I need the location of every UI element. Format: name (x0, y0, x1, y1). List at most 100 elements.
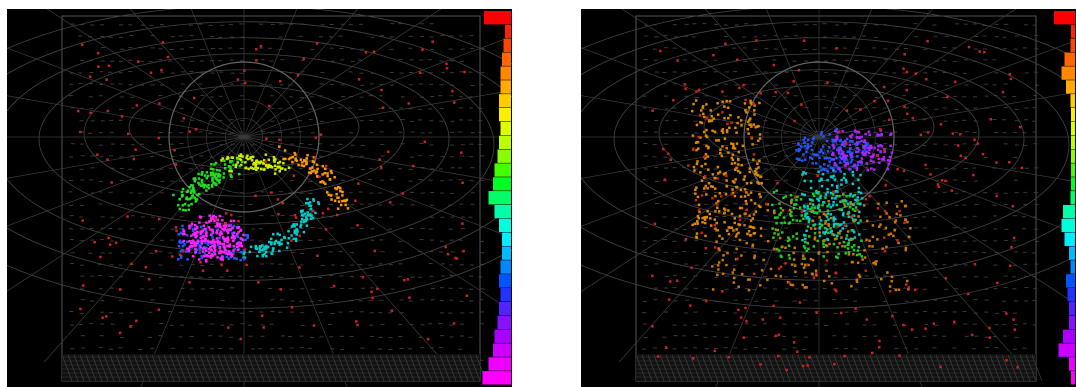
pmt-dot (812, 84, 817, 86)
hit (845, 158, 848, 161)
pmt-dot (230, 204, 235, 206)
pmt-dot (100, 60, 105, 62)
pmt-dot (953, 72, 958, 74)
hit (1001, 90, 1005, 94)
hit (293, 231, 296, 235)
hit (856, 196, 859, 199)
hit (307, 171, 311, 174)
pmt-dot (1022, 132, 1027, 134)
hit (700, 164, 704, 168)
hit (718, 151, 722, 155)
pmt-dot (983, 276, 988, 278)
hit (240, 250, 243, 254)
hit (812, 153, 815, 156)
pmt-dot (298, 300, 303, 302)
hit (194, 235, 198, 239)
pmt-dot (368, 179, 373, 181)
hit (245, 263, 248, 267)
pmt-dot (963, 323, 968, 325)
hit (777, 249, 781, 252)
hit (315, 42, 319, 45)
hit (859, 108, 862, 111)
hit (865, 162, 868, 165)
pmt-dot (863, 287, 868, 289)
hit (780, 221, 783, 225)
pmt-dot (210, 263, 215, 265)
pmt-dot (229, 324, 234, 326)
hit (733, 168, 737, 172)
hit (314, 171, 318, 175)
pmt-dot (299, 264, 304, 266)
hit (1010, 245, 1013, 249)
hit (182, 117, 186, 120)
hit (697, 217, 701, 220)
pmt-dot (298, 239, 303, 241)
colorbar-bin (1054, 11, 1075, 25)
pmt-dot (764, 263, 769, 265)
pmt-dot (752, 288, 757, 290)
hit (823, 226, 827, 230)
pmt-dot (752, 324, 757, 326)
pmt-dot (643, 336, 648, 338)
hit (732, 144, 735, 148)
pmt-dot (210, 35, 215, 37)
hit (306, 153, 309, 157)
hit (323, 171, 327, 175)
grid-spoke (581, 136, 820, 293)
pmt-dot (138, 227, 143, 229)
bottom-grid (875, 354, 887, 382)
pmt-dot (704, 180, 709, 182)
pmt-dot (369, 119, 374, 121)
pmt-dot (468, 71, 473, 73)
hit (336, 207, 340, 210)
hit (953, 80, 957, 84)
hit (79, 307, 82, 311)
pmt-dot (78, 72, 83, 74)
pmt-dot (379, 83, 384, 85)
hit (197, 172, 200, 176)
pmt-dot (259, 215, 264, 217)
pmt-dot (973, 107, 978, 109)
bottom-grid (743, 354, 755, 382)
bottom-grid (115, 354, 127, 382)
hit (788, 257, 791, 260)
hit (835, 157, 838, 160)
hit (730, 162, 734, 165)
hit (330, 171, 333, 175)
bottom-grid (367, 354, 379, 382)
bottom-grid (349, 354, 361, 382)
pmt-dot (812, 288, 817, 290)
pmt-dot (742, 156, 747, 158)
pmt-dot (380, 251, 385, 253)
bottom-grid (313, 354, 325, 382)
pmt-dot (663, 180, 668, 182)
hit (203, 174, 207, 177)
pmt-dot (1013, 179, 1018, 181)
pmt-dot (644, 35, 649, 37)
hit (864, 197, 868, 201)
hit (813, 232, 817, 235)
hit (779, 265, 783, 269)
hit (758, 133, 762, 136)
hit (299, 158, 303, 162)
colorbar-bin (1061, 66, 1075, 80)
pmt-dot (120, 252, 125, 254)
pmt-dot (964, 131, 969, 133)
grid-spoke (243, 36, 512, 138)
hit (900, 199, 904, 203)
pmt-dot (229, 119, 234, 121)
pmt-dot (248, 335, 253, 337)
hit (829, 191, 833, 195)
hit (321, 173, 324, 176)
hit (284, 157, 287, 161)
hit (863, 256, 867, 259)
hit (773, 209, 776, 212)
pmt-dot (198, 131, 203, 133)
pmt-dot (288, 192, 293, 194)
hit (229, 224, 233, 227)
colorbar-bin (1063, 204, 1075, 219)
pmt-dot (150, 228, 155, 230)
grid-spoke (140, 136, 245, 387)
pmt-dot (279, 276, 284, 278)
bottom-grid (427, 354, 439, 382)
